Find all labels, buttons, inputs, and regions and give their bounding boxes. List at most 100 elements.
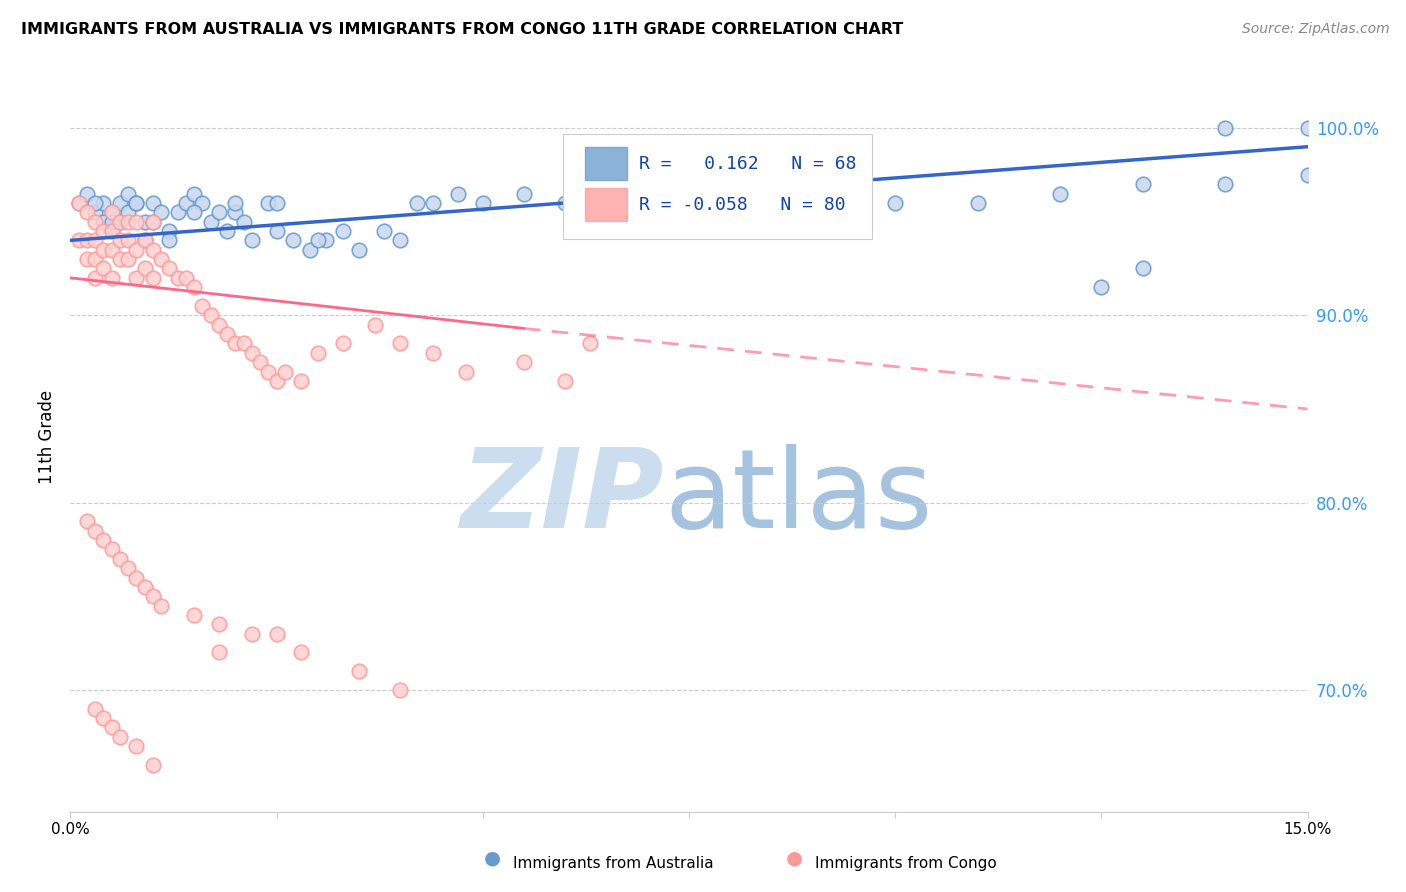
Text: atlas: atlas bbox=[664, 443, 932, 550]
Point bbox=[200, 215, 222, 229]
Point bbox=[125, 739, 148, 754]
Point bbox=[579, 336, 602, 351]
Point bbox=[224, 336, 246, 351]
Point bbox=[1213, 120, 1236, 135]
Point bbox=[76, 233, 98, 247]
Point bbox=[84, 524, 107, 538]
Point bbox=[117, 205, 139, 219]
Point bbox=[678, 186, 700, 201]
Point bbox=[84, 702, 107, 716]
Point bbox=[1132, 261, 1154, 276]
Point bbox=[174, 196, 197, 211]
Point bbox=[718, 178, 741, 192]
Point bbox=[100, 205, 122, 219]
Text: R = -0.058   N = 80: R = -0.058 N = 80 bbox=[640, 196, 846, 214]
Point bbox=[91, 196, 114, 211]
Point bbox=[67, 196, 90, 211]
Point bbox=[76, 514, 98, 528]
Point bbox=[91, 533, 114, 547]
Point bbox=[215, 224, 238, 238]
Point bbox=[157, 261, 180, 276]
Point bbox=[108, 196, 131, 211]
Point bbox=[471, 196, 494, 211]
Point bbox=[389, 336, 412, 351]
Point bbox=[117, 186, 139, 201]
Text: ZIP: ZIP bbox=[461, 443, 664, 550]
Point bbox=[266, 627, 288, 641]
Point bbox=[117, 233, 139, 247]
Point bbox=[200, 308, 222, 322]
Point bbox=[315, 233, 337, 247]
Point bbox=[67, 196, 90, 211]
Point bbox=[142, 271, 165, 285]
Point bbox=[249, 355, 271, 369]
Point bbox=[513, 186, 536, 201]
Text: R =   0.162   N = 68: R = 0.162 N = 68 bbox=[640, 154, 856, 172]
Point bbox=[108, 551, 131, 566]
Point bbox=[100, 205, 122, 219]
Point bbox=[232, 215, 254, 229]
FancyBboxPatch shape bbox=[585, 188, 627, 221]
Point bbox=[108, 215, 131, 229]
Point bbox=[240, 346, 263, 360]
Point bbox=[125, 571, 148, 585]
Point bbox=[100, 224, 122, 238]
Point bbox=[232, 336, 254, 351]
Point bbox=[142, 196, 165, 211]
Point bbox=[166, 271, 188, 285]
Point bbox=[554, 196, 576, 211]
Point bbox=[554, 374, 576, 388]
Point bbox=[208, 318, 231, 332]
Point bbox=[76, 252, 98, 266]
Point bbox=[364, 318, 387, 332]
Point bbox=[142, 590, 165, 604]
Point bbox=[215, 327, 238, 342]
Point bbox=[91, 711, 114, 725]
Point bbox=[84, 196, 107, 211]
Point bbox=[157, 224, 180, 238]
Point bbox=[91, 243, 114, 257]
Point bbox=[100, 224, 122, 238]
Point bbox=[1049, 186, 1071, 201]
Point bbox=[290, 646, 312, 660]
Point bbox=[266, 224, 288, 238]
Point bbox=[842, 186, 865, 201]
Point bbox=[125, 196, 148, 211]
Text: IMMIGRANTS FROM AUSTRALIA VS IMMIGRANTS FROM CONGO 11TH GRADE CORRELATION CHART: IMMIGRANTS FROM AUSTRALIA VS IMMIGRANTS … bbox=[21, 22, 903, 37]
Point bbox=[298, 243, 321, 257]
Point bbox=[150, 205, 173, 219]
Point bbox=[208, 646, 231, 660]
Point bbox=[224, 205, 246, 219]
Point bbox=[637, 196, 659, 211]
Point bbox=[174, 271, 197, 285]
Point bbox=[117, 215, 139, 229]
Point bbox=[125, 196, 148, 211]
Point bbox=[240, 627, 263, 641]
Point bbox=[1132, 178, 1154, 192]
Text: ●: ● bbox=[786, 848, 803, 867]
Point bbox=[117, 561, 139, 575]
Point bbox=[307, 233, 329, 247]
Point bbox=[100, 542, 122, 557]
Point bbox=[134, 233, 156, 247]
Point bbox=[389, 233, 412, 247]
Point bbox=[183, 280, 205, 294]
FancyBboxPatch shape bbox=[562, 134, 872, 238]
Point bbox=[1213, 178, 1236, 192]
Point bbox=[142, 215, 165, 229]
Point bbox=[100, 243, 122, 257]
Text: Source: ZipAtlas.com: Source: ZipAtlas.com bbox=[1241, 22, 1389, 37]
Point bbox=[76, 186, 98, 201]
Point bbox=[84, 252, 107, 266]
Point bbox=[142, 243, 165, 257]
Point bbox=[884, 196, 907, 211]
Point bbox=[274, 365, 297, 379]
Point bbox=[134, 215, 156, 229]
Point bbox=[240, 233, 263, 247]
Point bbox=[266, 374, 288, 388]
Point bbox=[100, 215, 122, 229]
Text: Immigrants from Australia: Immigrants from Australia bbox=[513, 856, 714, 871]
Y-axis label: 11th Grade: 11th Grade bbox=[38, 390, 56, 484]
Point bbox=[134, 261, 156, 276]
Point bbox=[108, 215, 131, 229]
